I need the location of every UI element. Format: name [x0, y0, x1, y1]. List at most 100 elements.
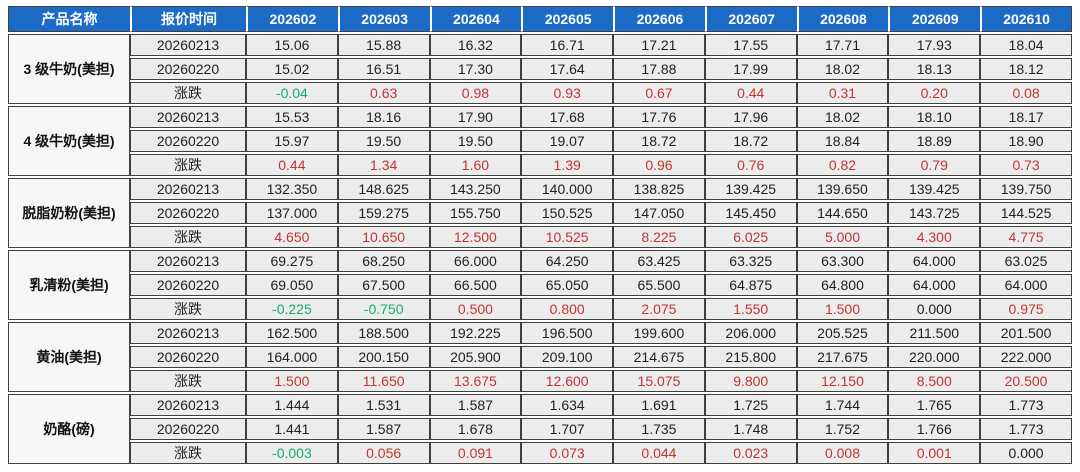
price-value-cell: 17.21 [613, 34, 705, 56]
price-value-cell: 1.444 [246, 394, 338, 416]
table-row: 涨跌 4.650 10.650 12.500 10.525 8.225 6.025 5.000… [8, 226, 1072, 248]
price-value-cell: 1.735 [613, 418, 705, 440]
month-header-202605: 202605 [521, 6, 614, 32]
price-value-cell: 140.000 [521, 178, 614, 200]
change-value-cell: 4.300 [888, 226, 981, 248]
quote-date-cell: 20260220 [130, 418, 246, 440]
price-value-cell: 64.000 [888, 250, 981, 272]
price-value-cell: 143.250 [429, 178, 522, 200]
price-value-cell: 18.16 [337, 106, 430, 128]
price-value-cell: 18.12 [980, 58, 1072, 80]
price-value-cell: 147.050 [613, 202, 705, 224]
table-row: 涨跌 1.500 11.650 13.675 12.600 15.075 9.800 12.1… [8, 370, 1072, 392]
price-value-cell: 1.744 [796, 394, 889, 416]
change-value-cell: 13.675 [429, 370, 522, 392]
price-value-cell: 220.000 [888, 346, 981, 368]
price-value-cell: 67.500 [337, 274, 430, 296]
change-value-cell: 0.08 [980, 82, 1072, 104]
table-row: 20260220 164.000 200.150 205.900 209.100 214.… [8, 346, 1072, 368]
price-value-cell: 64.000 [888, 274, 981, 296]
price-value-cell: 196.500 [521, 322, 614, 344]
month-header-202609: 202609 [888, 6, 981, 32]
change-value-cell: 0.975 [980, 298, 1072, 320]
change-value-cell: 0.63 [337, 82, 430, 104]
change-value-cell: 0.93 [521, 82, 614, 104]
product-name-cell: 奶酪(磅) [8, 394, 130, 464]
change-label-cell: 涨跌 [130, 226, 246, 248]
quote-date-cell: 20260213 [130, 394, 246, 416]
change-value-cell: 12.600 [521, 370, 614, 392]
product-name-header: 产品名称 [8, 6, 130, 32]
price-value-cell: 15.06 [246, 34, 338, 56]
price-value-cell: 66.500 [429, 274, 522, 296]
price-value-cell: 16.32 [429, 34, 522, 56]
price-value-cell: 148.625 [337, 178, 430, 200]
table-row: 涨跌 -0.225 -0.750 0.500 0.800 2.075 1.550 1.500 0… [8, 298, 1072, 320]
price-value-cell: 1.748 [704, 418, 797, 440]
price-value-cell: 211.500 [888, 322, 981, 344]
price-value-cell: 17.96 [704, 106, 797, 128]
change-value-cell: 0.98 [429, 82, 522, 104]
price-value-cell: 63.425 [613, 250, 705, 272]
price-value-cell: 143.725 [888, 202, 981, 224]
change-value-cell: 1.500 [796, 298, 889, 320]
price-value-cell: 18.04 [980, 34, 1072, 56]
product-name-cell: 乳清粉(美担) [8, 250, 130, 320]
price-value-cell: 155.750 [429, 202, 522, 224]
price-value-cell: 164.000 [246, 346, 338, 368]
price-value-cell: 205.900 [429, 346, 522, 368]
table-row: 20260220 69.050 67.500 66.500 65.050 65.500 64… [8, 274, 1072, 296]
change-value-cell: 4.650 [246, 226, 338, 248]
price-value-cell: 1.752 [796, 418, 889, 440]
change-value-cell: 0.73 [980, 154, 1072, 176]
price-value-cell: 1.691 [613, 394, 705, 416]
change-value-cell: 0.000 [980, 442, 1072, 464]
price-value-cell: 64.875 [704, 274, 797, 296]
price-value-cell: 199.600 [613, 322, 705, 344]
price-value-cell: 139.425 [888, 178, 981, 200]
price-value-cell: 15.53 [246, 106, 338, 128]
price-value-cell: 192.225 [429, 322, 522, 344]
quote-date-cell: 20260220 [130, 346, 246, 368]
change-value-cell: 0.073 [521, 442, 614, 464]
change-value-cell: 0.76 [704, 154, 797, 176]
price-value-cell: 144.650 [796, 202, 889, 224]
price-value-cell: 65.050 [521, 274, 614, 296]
change-value-cell: 0.800 [521, 298, 614, 320]
table-body: 3 级牛奶(美担) 20260213 15.06 15.88 16.32 16.71 17.… [8, 34, 1072, 464]
change-label-cell: 涨跌 [130, 442, 246, 464]
price-value-cell: 1.634 [521, 394, 614, 416]
table-row: 20260220 1.441 1.587 1.678 1.707 1.735 1.748 1.… [8, 418, 1072, 440]
month-header-202607: 202607 [704, 6, 797, 32]
price-value-cell: 17.99 [704, 58, 797, 80]
price-value-cell: 19.50 [337, 130, 430, 152]
price-value-cell: 19.07 [521, 130, 614, 152]
quote-date-cell: 20260213 [130, 178, 246, 200]
price-value-cell: 18.02 [796, 58, 889, 80]
price-value-cell: 64.250 [521, 250, 614, 272]
change-label-cell: 涨跌 [130, 298, 246, 320]
table-row: 黄油(美担) 20260213 162.500 188.500 192.225 196.5… [8, 322, 1072, 392]
price-value-cell: 65.500 [613, 274, 705, 296]
price-value-cell: 217.675 [796, 346, 889, 368]
price-value-cell: 1.773 [980, 418, 1072, 440]
table-row: 20260220 137.000 159.275 155.750 150.525 147.… [8, 202, 1072, 224]
change-value-cell: 1.34 [337, 154, 430, 176]
change-value-cell: 2.075 [613, 298, 705, 320]
price-value-cell: 17.90 [429, 106, 522, 128]
product-name-cell: 脱脂奶粉(美担) [8, 178, 130, 248]
quote-date-cell: 20260220 [130, 202, 246, 224]
table-row: 脱脂奶粉(美担) 20260213 132.350 148.625 143.250 140… [8, 178, 1072, 248]
change-value-cell: 1.39 [521, 154, 614, 176]
month-header-202604: 202604 [429, 6, 522, 32]
change-value-cell: 9.800 [704, 370, 797, 392]
price-value-cell: 139.750 [980, 178, 1072, 200]
price-value-cell: 139.425 [704, 178, 797, 200]
price-value-cell: 1.587 [429, 394, 522, 416]
change-value-cell: 1.550 [704, 298, 797, 320]
change-value-cell: 8.225 [613, 226, 705, 248]
price-value-cell: 209.100 [521, 346, 614, 368]
price-value-cell: 63.325 [704, 250, 797, 272]
change-value-cell: 10.525 [521, 226, 614, 248]
change-value-cell: -0.003 [246, 442, 338, 464]
